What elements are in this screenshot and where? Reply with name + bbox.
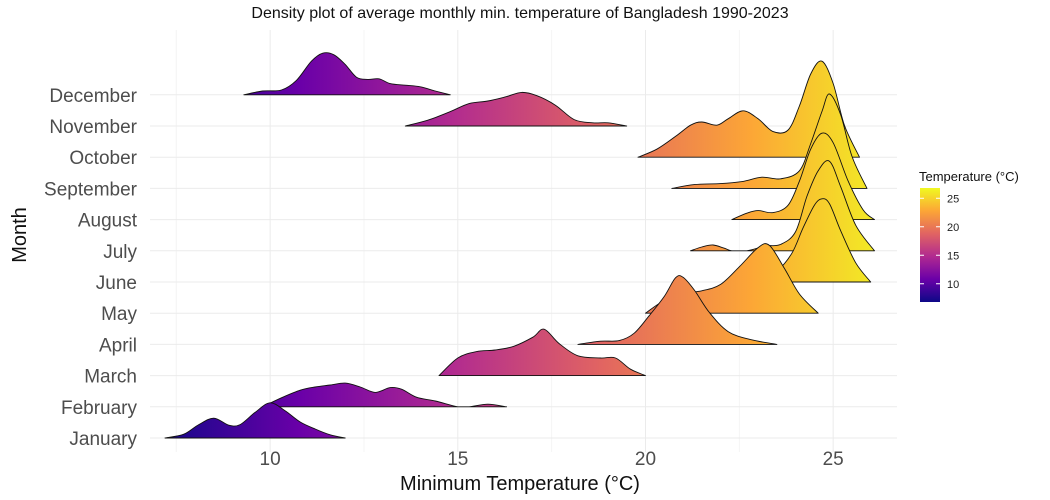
legend-tick-label: 15 <box>947 250 959 262</box>
y-tick-label: April <box>99 335 137 356</box>
ridge-february <box>262 382 508 408</box>
ridge-january <box>164 402 346 439</box>
y-tick-label: January <box>69 429 137 450</box>
y-tick-label: November <box>49 117 137 138</box>
color-legend: Temperature (°C) 10 15 20 25 <box>919 169 1019 302</box>
ridge-december <box>243 52 451 96</box>
x-tick-label: 25 <box>823 449 844 470</box>
x-axis-labels: 10 15 20 25 <box>260 449 844 470</box>
x-tick-label: 20 <box>635 449 656 470</box>
chart-title: Density plot of average monthly min. tem… <box>251 5 788 22</box>
y-tick-label: June <box>96 273 137 294</box>
y-tick-label: February <box>61 398 138 419</box>
y-tick-label: October <box>69 148 137 169</box>
legend-tick-label: 10 <box>947 279 959 291</box>
legend-tick-label: 25 <box>947 193 959 205</box>
legend-ticks: 10 15 20 25 <box>920 193 959 291</box>
y-axis-title: Month <box>9 207 31 263</box>
ridge-march <box>438 328 646 377</box>
ridge-april <box>577 275 778 345</box>
x-tick-label: 10 <box>260 449 281 470</box>
y-axis-labels: January February March April May June July Augu… <box>44 86 138 450</box>
legend-tick-label: 20 <box>947 222 959 234</box>
y-tick-label: August <box>78 211 138 232</box>
x-tick-label: 15 <box>447 449 468 470</box>
y-tick-label: March <box>84 367 137 388</box>
x-axis-title: Minimum Temperature (°C) <box>400 473 640 495</box>
y-tick-label: September <box>44 179 138 200</box>
ridge-october <box>637 60 860 158</box>
y-tick-label: July <box>103 242 137 263</box>
y-tick-label: May <box>101 304 137 325</box>
y-tick-label: December <box>49 86 137 107</box>
ridge-november <box>404 91 628 127</box>
legend-title: Temperature (°C) <box>919 169 1019 184</box>
legend-colorbar <box>920 188 940 302</box>
density-ridges <box>164 52 875 439</box>
